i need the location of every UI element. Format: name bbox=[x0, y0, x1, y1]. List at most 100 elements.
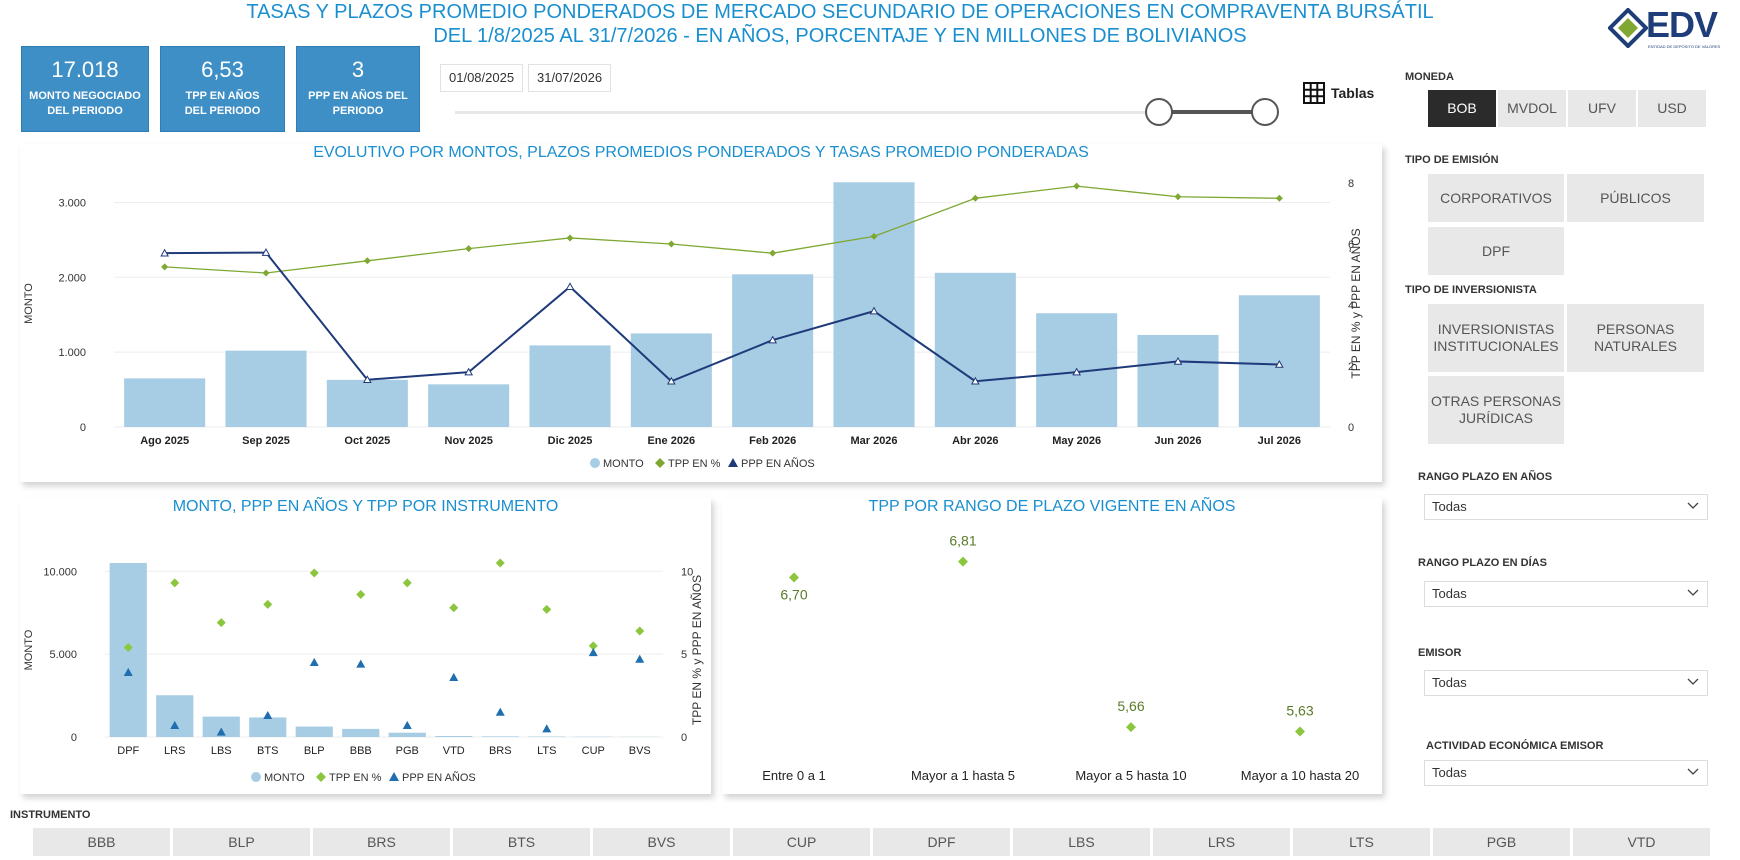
instrumento-chart-panel: MONTO, PPP EN AÑOS Y TPP POR INSTRUMENTO… bbox=[20, 498, 711, 794]
point-ppp bbox=[449, 672, 459, 681]
point-tpp bbox=[216, 618, 226, 628]
point-ppp bbox=[123, 667, 133, 676]
x-tick-label: Oct 2025 bbox=[344, 435, 390, 447]
x-tick-label: Jul 2026 bbox=[1258, 435, 1301, 447]
emisor-select[interactable]: Todas bbox=[1424, 670, 1708, 696]
data-label: 6,70 bbox=[780, 586, 807, 602]
date-slider-start-handle[interactable] bbox=[1145, 98, 1173, 126]
instrumento-tile-lrs[interactable]: LRS bbox=[1153, 828, 1290, 856]
point-tpp bbox=[363, 257, 371, 265]
y-tick-label: 0 bbox=[80, 422, 86, 434]
y2-tick-label: 10 bbox=[681, 566, 693, 578]
point-ppp bbox=[495, 707, 505, 716]
x-tick-label: LBS bbox=[211, 745, 232, 757]
y-tick-label: 2.000 bbox=[58, 272, 86, 284]
bar-monto bbox=[529, 345, 611, 427]
line-tpp bbox=[164, 185, 1280, 274]
moneda-bob-button[interactable]: BOB bbox=[1428, 90, 1496, 127]
kpi-value: 17.018 bbox=[51, 57, 119, 82]
point-tpp bbox=[542, 604, 552, 614]
y-axis-label: MONTO bbox=[23, 283, 35, 324]
x-tick-label: PGB bbox=[396, 745, 419, 757]
point-tpp-rango bbox=[789, 572, 799, 583]
bar-monto bbox=[428, 384, 510, 427]
moneda-mvdol-button[interactable]: MVDOL bbox=[1498, 90, 1566, 127]
inversionista-otras-button[interactable]: OTRAS PERSONAS JURÍDICAS bbox=[1428, 376, 1564, 444]
rango-plazo-anios-label: RANGO PLAZO EN AÑOS bbox=[1418, 471, 1553, 483]
x-tick-label: Nov 2025 bbox=[445, 435, 493, 447]
instrumento-tile-bbb[interactable]: BBB bbox=[33, 828, 170, 856]
instrumento-tile-pgb[interactable]: PGB bbox=[1433, 828, 1570, 856]
title-line-1: TASAS Y PLAZOS PROMEDIO PONDERADOS DE ME… bbox=[246, 1, 1434, 23]
end-date-input[interactable]: 31/07/2026 bbox=[528, 64, 612, 92]
legend-marker-monto bbox=[251, 772, 261, 782]
date-slider-track[interactable] bbox=[455, 111, 1265, 114]
evolutivo-chart-title: EVOLUTIVO POR MONTOS, PLAZOS PROMEDIOS P… bbox=[313, 144, 1089, 161]
kpi-label: TPP EN AÑOS DEL PERIODO bbox=[184, 90, 261, 117]
point-tpp bbox=[588, 641, 598, 651]
bar-monto bbox=[934, 272, 1016, 427]
point-tpp-rango bbox=[958, 556, 968, 567]
instrumento-tile-vtd[interactable]: VTD bbox=[1573, 828, 1710, 856]
x-tick-label: BLP bbox=[304, 745, 325, 757]
point-tpp bbox=[870, 232, 878, 240]
emision-dpf-button[interactable]: DPF bbox=[1428, 227, 1564, 275]
y-tick-label: 10.000 bbox=[43, 566, 77, 578]
point-ppp bbox=[588, 647, 598, 657]
inversionista-naturales-button[interactable]: PERSONAS NATURALES bbox=[1567, 304, 1704, 372]
point-tpp bbox=[123, 643, 133, 653]
point-tpp bbox=[449, 603, 459, 613]
table-grid-icon bbox=[1303, 82, 1325, 104]
instrumento-tile-lbs[interactable]: LBS bbox=[1013, 828, 1150, 856]
point-tpp-rango bbox=[1295, 726, 1305, 737]
point-ppp bbox=[356, 659, 366, 668]
point-ppp bbox=[160, 248, 170, 257]
tablas-button[interactable]: Tablas bbox=[1303, 82, 1374, 104]
data-label: 5,66 bbox=[1117, 698, 1144, 714]
moneda-usd-button[interactable]: USD bbox=[1638, 90, 1706, 127]
point-ppp bbox=[1274, 359, 1284, 368]
instrumento-tile-brs[interactable]: BRS bbox=[313, 828, 450, 856]
emisor-label: EMISOR bbox=[1418, 647, 1462, 659]
point-tpp bbox=[1275, 194, 1283, 202]
legend-label-tpp: TPP EN % bbox=[329, 772, 382, 784]
instrumento-tile-cup[interactable]: CUP bbox=[733, 828, 870, 856]
emision-publicos-button[interactable]: PÚBLICOS bbox=[1567, 174, 1704, 222]
emision-corporativos-button[interactable]: CORPORATIVOS bbox=[1428, 174, 1564, 222]
kpi-value: 3 bbox=[351, 57, 365, 82]
point-ppp bbox=[1072, 367, 1082, 376]
point-tpp bbox=[495, 558, 505, 568]
kpi-monto-negociado: 17.018 MONTO NEGOCIADO DEL PERIODO bbox=[21, 46, 149, 132]
point-ppp bbox=[666, 376, 676, 385]
kpi-ppp: 3 PPP EN AÑOS DEL PERIODO bbox=[296, 46, 420, 132]
data-label: 6,81 bbox=[949, 533, 976, 549]
y2-tick-label: 0 bbox=[1348, 422, 1354, 434]
rango-plazo-chart-panel: TPP POR RANGO DE PLAZO VIGENTE EN AÑOS 6… bbox=[722, 498, 1382, 794]
rango-plazo-dias-select[interactable]: Todas bbox=[1424, 581, 1708, 607]
point-tpp bbox=[263, 599, 273, 609]
point-ppp bbox=[542, 724, 552, 733]
date-slider-end-handle[interactable] bbox=[1251, 98, 1279, 126]
legend-marker-tpp bbox=[316, 772, 326, 782]
actividad-economica-label: ACTIVIDAD ECONÓMICA EMISOR bbox=[1426, 740, 1604, 752]
bar-monto bbox=[435, 736, 473, 737]
rango-plazo-anios-select[interactable]: Todas bbox=[1424, 494, 1708, 520]
instrumento-tile-dpf[interactable]: DPF bbox=[873, 828, 1010, 856]
logo-subtitle: ENTIDAD DE DEPÓSITO DE VALORES bbox=[1648, 44, 1721, 49]
start-date-input[interactable]: 01/08/2025 bbox=[440, 64, 524, 92]
instrumento-tile-lts[interactable]: LTS bbox=[1293, 828, 1430, 856]
instrumento-tile-bvs[interactable]: BVS bbox=[593, 828, 730, 856]
x-tick-label: BRS bbox=[489, 745, 512, 757]
point-tpp-rango bbox=[1126, 722, 1136, 733]
instrumento-tile-blp[interactable]: BLP bbox=[173, 828, 310, 856]
x-tick-label: Mayor a 1 hasta 5 bbox=[911, 768, 1015, 783]
evolutivo-chart: 0 1.000 2.000 3.000 0 2 4 6 8 MONTO TPP EN % y PPP… bbox=[23, 178, 1363, 470]
point-ppp bbox=[869, 306, 879, 315]
inversionista-institucionales-button[interactable]: INVERSIONISTAS INSTITUCIONALES bbox=[1428, 304, 1564, 372]
actividad-economica-select[interactable]: Todas bbox=[1424, 760, 1708, 786]
point-tpp bbox=[1174, 193, 1182, 201]
point-ppp bbox=[970, 376, 980, 385]
moneda-ufv-button[interactable]: UFV bbox=[1568, 90, 1636, 127]
instrumento-tile-bts[interactable]: BTS bbox=[453, 828, 590, 856]
tile-label: INVERSIONISTAS INSTITUCIONALES bbox=[1433, 321, 1559, 354]
